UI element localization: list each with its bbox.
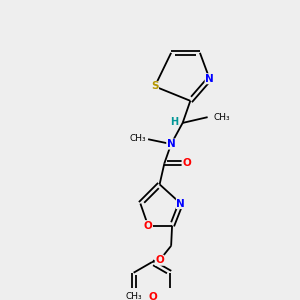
Text: N: N xyxy=(176,199,185,208)
Text: N: N xyxy=(167,139,176,149)
Text: H: H xyxy=(170,117,178,127)
Text: O: O xyxy=(144,221,152,231)
Text: S: S xyxy=(151,81,159,92)
Text: CH₃: CH₃ xyxy=(126,292,142,300)
Text: CH₃: CH₃ xyxy=(130,134,146,143)
Text: O: O xyxy=(148,292,157,300)
Text: O: O xyxy=(155,255,164,265)
Text: CH₃: CH₃ xyxy=(213,112,230,122)
Text: O: O xyxy=(182,158,191,168)
Text: N: N xyxy=(205,74,214,84)
